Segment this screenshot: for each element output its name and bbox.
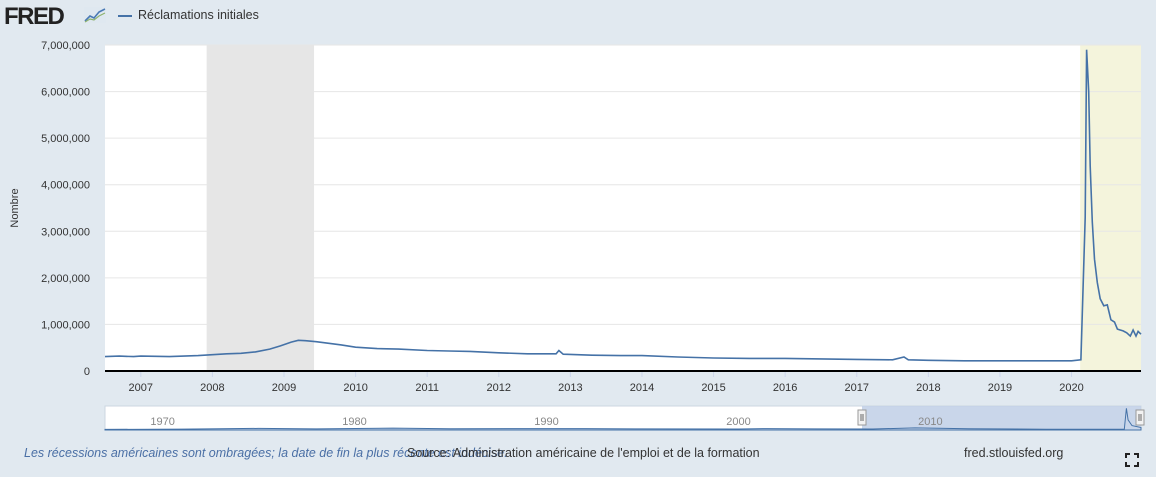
y-axis-label: Nombre (9, 188, 21, 227)
x-tick-label: 2018 (916, 382, 940, 394)
fred-logo[interactable]: FRED (4, 3, 65, 30)
legend[interactable]: Réclamations initiales (118, 8, 259, 22)
x-tick-label: 2014 (630, 382, 654, 394)
chart-trend-icon (84, 7, 106, 23)
navigator-tick-label: 1970 (150, 416, 174, 428)
navigator-selection[interactable] (862, 406, 1141, 430)
y-tick-label: 1,000,000 (41, 319, 90, 331)
y-tick-label: 7,000,000 (41, 40, 90, 52)
y-tick-label: 3,000,000 (41, 226, 90, 238)
legend-label: Réclamations initiales (138, 8, 259, 22)
recession-note[interactable]: Les récessions américaines sont ombragée… (24, 446, 508, 460)
x-tick-label: 2012 (487, 382, 511, 394)
gridlines (105, 44, 1141, 325)
legend-swatch (118, 14, 132, 17)
navigator-handle-right[interactable] (1135, 409, 1145, 426)
y-tick-label: 4,000,000 (41, 180, 90, 192)
navigator-handle-left[interactable] (857, 409, 867, 426)
source-text: Source: Administration américaine de l'e… (407, 446, 760, 460)
x-axis: 2007 2008 2009 2010 2011 2012 2013 2014 2015 2016… (129, 371, 1084, 394)
chart: 0 1,000,000 2,000,000 3,000,000 4,000,000 5,0… (9, 40, 1145, 431)
navigator-series (104, 408, 1142, 431)
navigator-tick-label: 1980 (342, 416, 366, 428)
navigator[interactable]: 1970 1980 1990 2000 2010 (104, 405, 1145, 431)
y-axis: 0 1,000,000 2,000,000 3,000,000 4,000,000 5,0… (41, 40, 90, 378)
x-tick-label: 2015 (701, 382, 725, 394)
x-tick-label: 2010 (343, 382, 367, 394)
y-tick-label: 5,000,000 (41, 133, 90, 145)
fullscreen-icon[interactable] (1125, 453, 1139, 467)
x-tick-label: 2007 (129, 382, 153, 394)
y-tick-label: 6,000,000 (41, 87, 90, 99)
x-tick-label: 2019 (988, 382, 1012, 394)
series-line-initial-claims (104, 49, 1142, 362)
site-link[interactable]: fred.stlouisfed.org (964, 446, 1064, 460)
x-tick-label: 2013 (558, 382, 582, 394)
x-tick-label: 2020 (1059, 382, 1083, 394)
x-tick-label: 2017 (845, 382, 869, 394)
recession-band (206, 45, 315, 371)
x-tick-label: 2008 (200, 382, 224, 394)
navigator-tick-label: 1990 (534, 416, 558, 428)
x-tick-label: 2016 (773, 382, 797, 394)
x-tick-label: 2011 (415, 382, 439, 394)
y-tick-label: 2,000,000 (41, 273, 90, 285)
navigator-ticks: 1970 1980 1990 2000 2010 (150, 416, 942, 428)
x-tick-label: 2009 (272, 382, 296, 394)
navigator-tick-label: 2000 (726, 416, 750, 428)
navigator-tick-label: 2010 (918, 416, 942, 428)
y-tick-label: 0 (84, 366, 90, 378)
